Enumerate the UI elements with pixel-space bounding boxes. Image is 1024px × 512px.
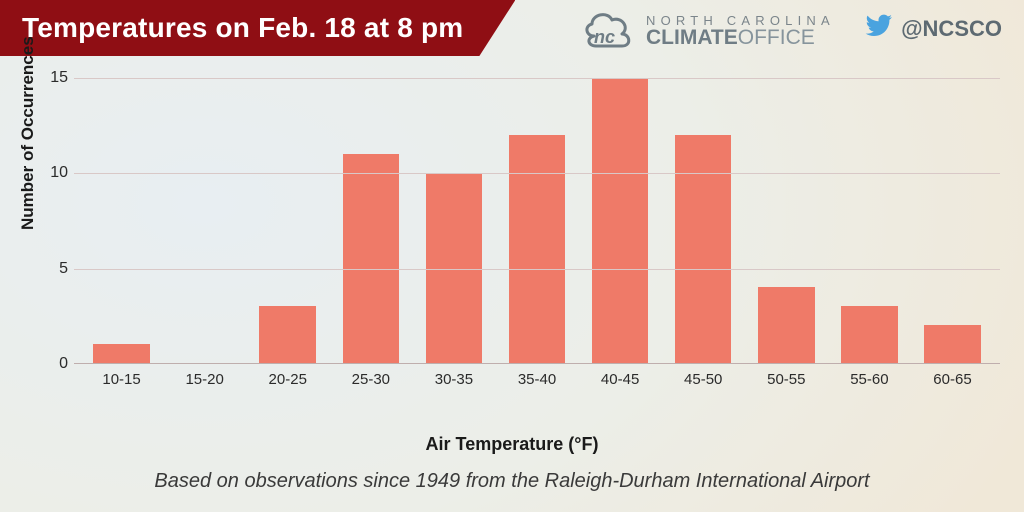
bar [259, 306, 316, 363]
bar [924, 325, 981, 363]
x-tick-label: 35-40 [518, 371, 556, 388]
bar-slot: 10-15 [80, 78, 163, 363]
gridline [74, 78, 1000, 79]
x-tick-label: 20-25 [269, 371, 307, 388]
bar [343, 154, 400, 363]
bar-slot: 25-30 [329, 78, 412, 363]
x-tick-label: 15-20 [185, 371, 223, 388]
histogram-chart: 10-1515-2020-2525-3030-3535-4040-4545-50… [74, 78, 1000, 398]
y-axis-label: Number of Occurrences [18, 36, 38, 230]
brand-line2-bold: CLIMATE [646, 26, 738, 49]
x-tick-label: 50-55 [767, 371, 805, 388]
bar [93, 344, 150, 363]
x-tick-label: 10-15 [102, 371, 140, 388]
bar-slot: 45-50 [662, 78, 745, 363]
x-axis-label: Air Temperature (°F) [0, 434, 1024, 455]
x-tick-label: 55-60 [850, 371, 888, 388]
x-tick-label: 25-30 [352, 371, 390, 388]
y-tick-label: 10 [40, 164, 68, 182]
caption: Based on observations since 1949 from th… [0, 470, 1024, 493]
plot-area: 10-1515-2020-2525-3030-3535-4040-4545-50… [74, 78, 1000, 364]
nc-cloud-icon: nc [580, 6, 636, 55]
x-tick-label: 30-35 [435, 371, 473, 388]
y-tick-label: 0 [40, 355, 68, 373]
bar [675, 135, 732, 363]
bar [841, 306, 898, 363]
brand-logo-block: nc NORTH CAROLINA CLIMATEOFFICE [580, 6, 835, 55]
bar [509, 135, 566, 363]
title-text: Temperatures on Feb. 18 at 8 pm [22, 12, 463, 44]
bar-slot: 55-60 [828, 78, 911, 363]
gridline [74, 269, 1000, 270]
bar [758, 287, 815, 363]
y-tick-label: 5 [40, 260, 68, 278]
bar-slot: 20-25 [246, 78, 329, 363]
bar-slot: 40-45 [579, 78, 662, 363]
x-tick-label: 60-65 [933, 371, 971, 388]
svg-text:nc: nc [594, 27, 615, 47]
x-tick-label: 45-50 [684, 371, 722, 388]
y-tick-label: 15 [40, 69, 68, 87]
gridline [74, 173, 1000, 174]
bar-slot: 35-40 [495, 78, 578, 363]
bar-slot: 50-55 [745, 78, 828, 363]
bar-slot: 30-35 [412, 78, 495, 363]
title-banner: Temperatures on Feb. 18 at 8 pm [0, 0, 515, 56]
brand-line2-rest: OFFICE [738, 26, 815, 49]
brand-line2: CLIMATEOFFICE [646, 27, 835, 48]
twitter-handle: @NCSCO [901, 16, 1002, 42]
bar [592, 78, 649, 363]
bar-slot: 15-20 [163, 78, 246, 363]
brand-text: NORTH CAROLINA CLIMATEOFFICE [646, 14, 835, 48]
x-tick-label: 40-45 [601, 371, 639, 388]
bar-slot: 60-65 [911, 78, 994, 363]
twitter-icon [865, 14, 893, 44]
bars-container: 10-1515-2020-2525-3030-3535-4040-4545-50… [74, 78, 1000, 363]
social-block[interactable]: @NCSCO [865, 14, 1002, 44]
